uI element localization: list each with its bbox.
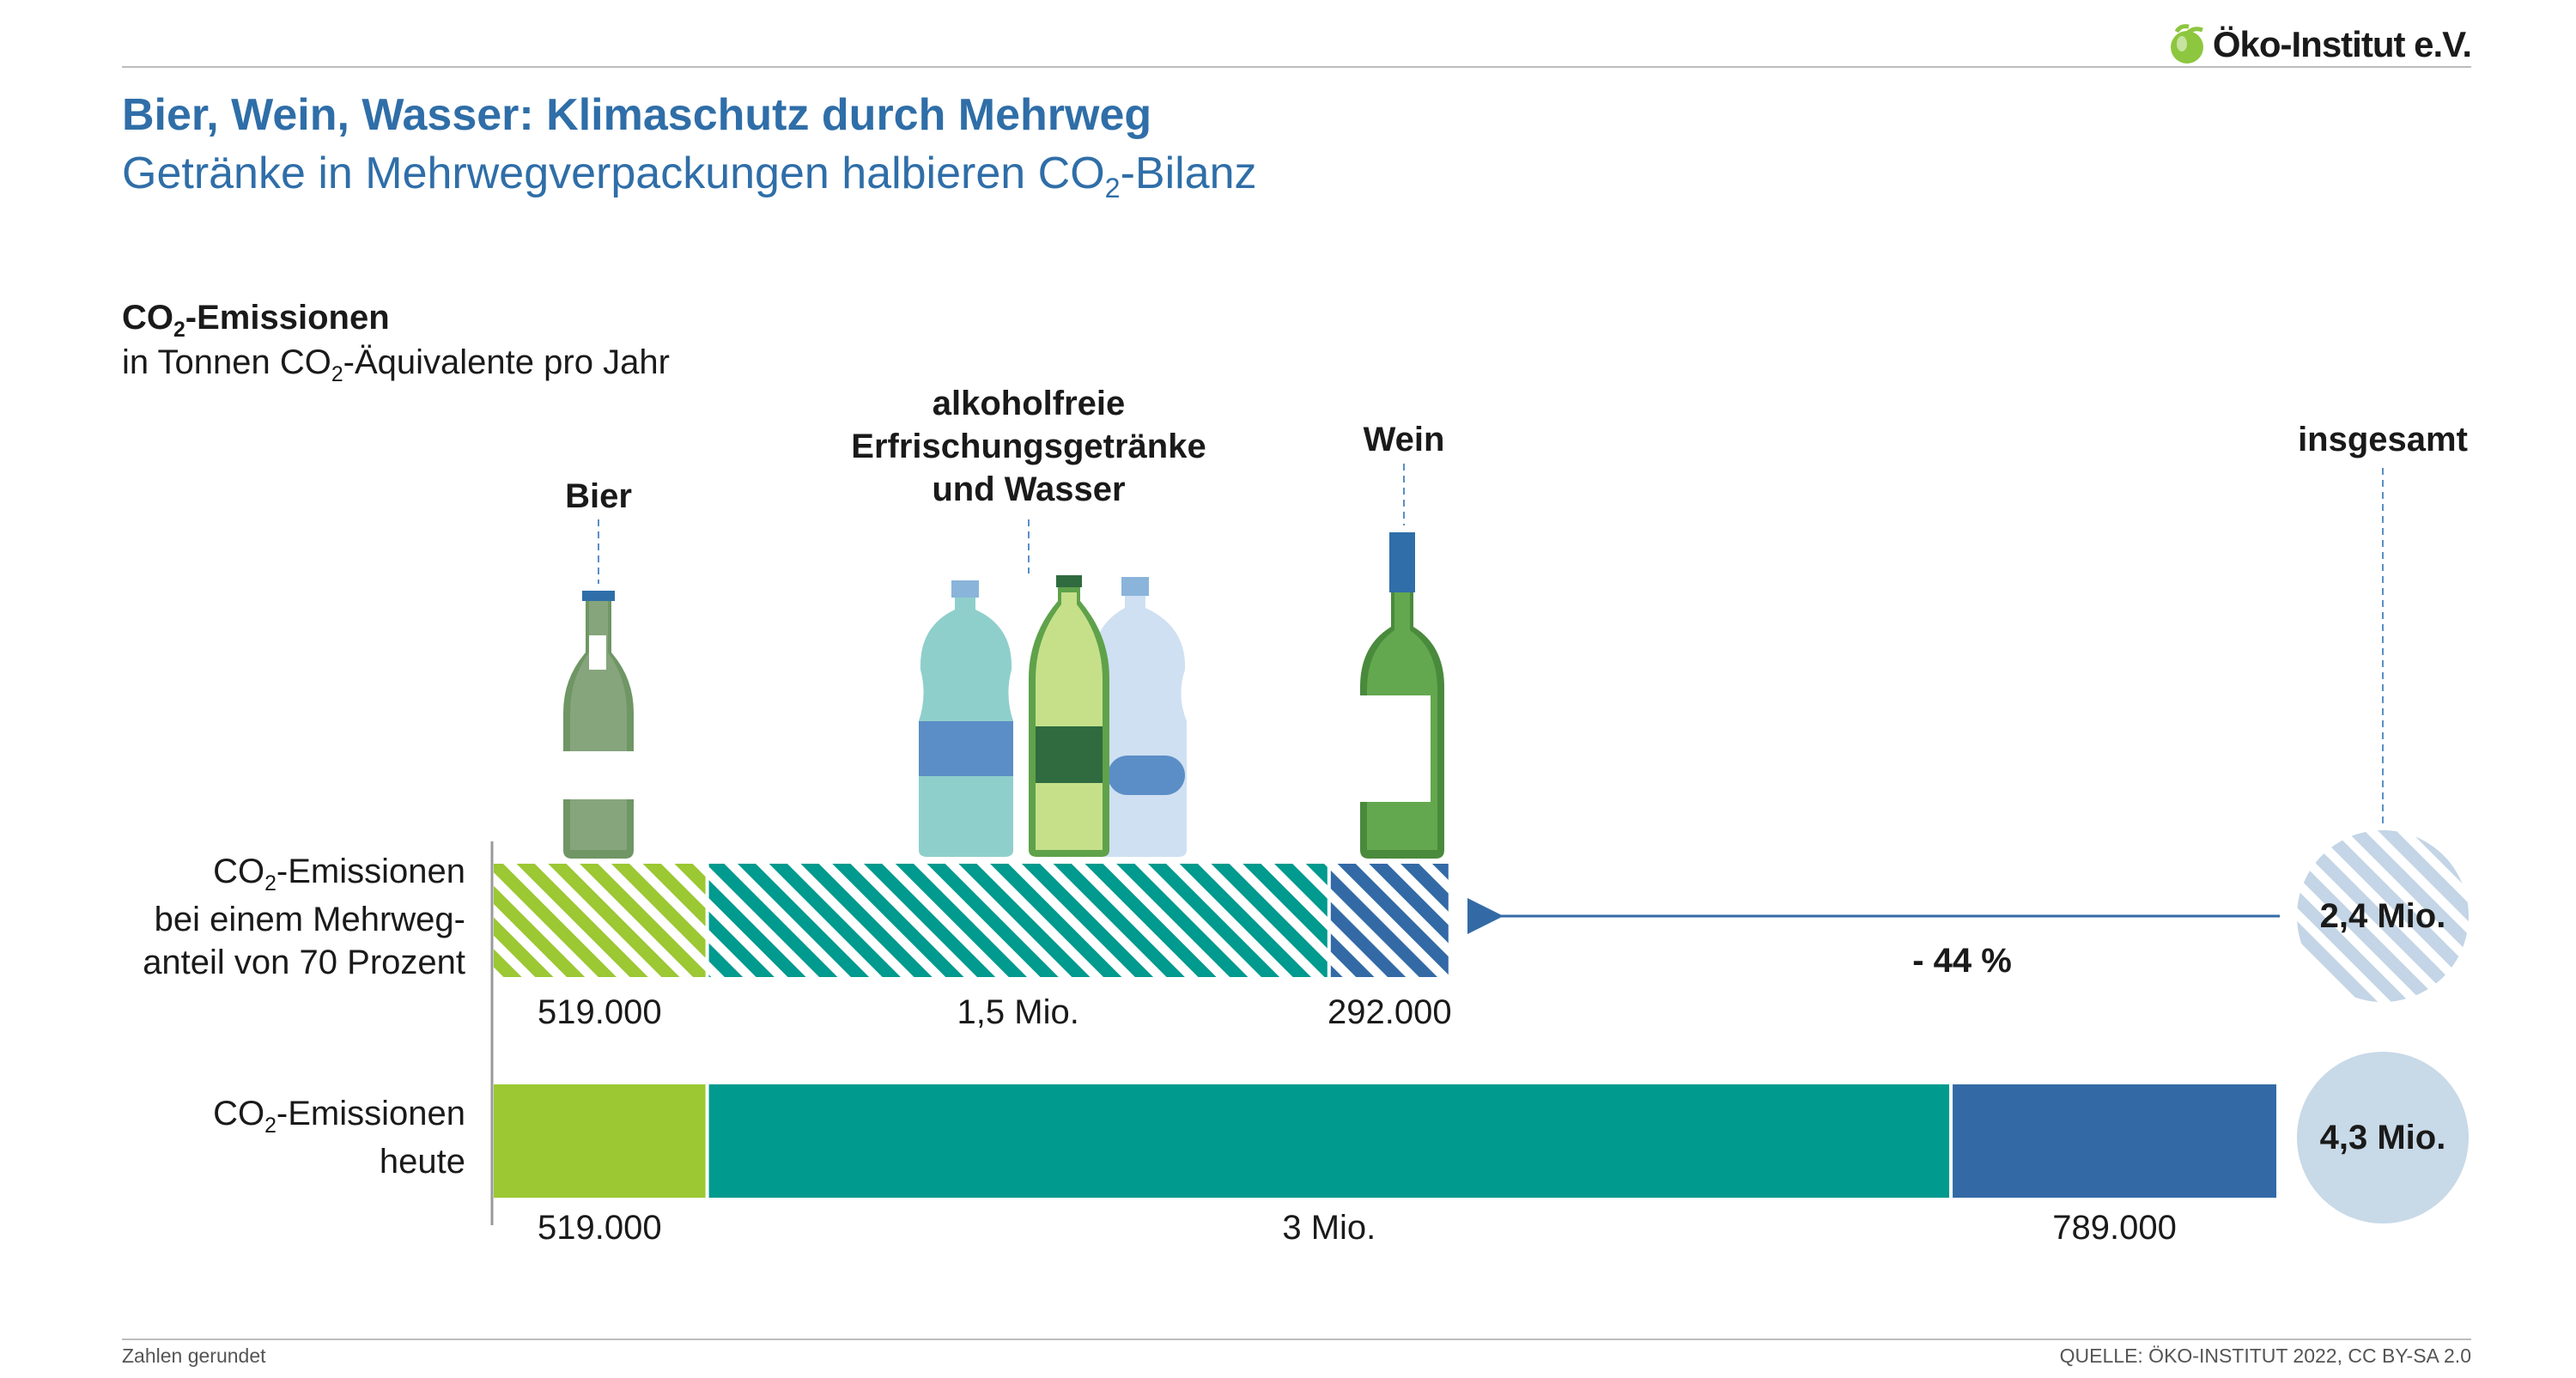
total-value-scenario: 2,4 Mio. — [2319, 897, 2446, 935]
brand-name: Öko-Institut e.V. — [2212, 24, 2472, 64]
bottom-rule — [122, 1339, 2471, 1340]
page-title: Bier, Wein, Wasser: Klimaschutz durch Me… — [122, 90, 1152, 140]
footer-source: QUELLE: ÖKO-INSTITUT 2022, CC BY-SA 2.0 — [2059, 1345, 2471, 1367]
bar-scenario-bier — [494, 864, 706, 977]
value-label-scenario-wasser: 1,5 Mio. — [957, 993, 1079, 1031]
bar-today-wasser — [708, 1084, 1950, 1198]
top-rule — [122, 66, 2471, 68]
bar-today-bier — [494, 1084, 706, 1198]
change-label: - 44 % — [1912, 942, 2012, 980]
value-label-today-wasser: 3 Mio. — [1282, 1209, 1376, 1247]
plastic-bottle-back-icon — [1091, 577, 1187, 857]
category-label-total: insgesamt — [2298, 421, 2468, 458]
beer-bottle-icon — [563, 591, 634, 859]
category-label-wein: Wein — [1363, 421, 1445, 458]
value-label-today-wein: 789.000 — [2052, 1209, 2177, 1247]
value-label-scenario-wein: 292.000 — [1327, 993, 1452, 1031]
footer-note: Zahlen gerundet — [122, 1345, 266, 1367]
row-label-today: CO2-Emissionen heute — [213, 1095, 465, 1181]
category-label-bier: Bier — [565, 477, 632, 515]
bar-today-wein — [1953, 1084, 2276, 1198]
plastic-water-bottle-icon — [919, 580, 1013, 857]
total-circle-scenario — [2297, 830, 2469, 1002]
page-subtitle: Getränke in Mehrwegverpackungen halbiere… — [122, 149, 1257, 204]
bar-scenario-wein — [1330, 864, 1449, 977]
category-label-wasser: alkoholfreie Erfrischungsgetränke und Wa… — [851, 385, 1206, 508]
wine-bottle-icon — [1360, 532, 1444, 859]
value-label-today-bier: 519.000 — [537, 1209, 662, 1247]
unit-description: in Tonnen CO2-Äquivalente pro Jahr — [122, 343, 670, 386]
total-circle-today — [2297, 1052, 2469, 1223]
value-label-scenario-bier: 519.000 — [537, 993, 662, 1031]
brand-logo: Öko-Institut e.V. — [2168, 19, 2472, 70]
row-label-scenario: CO2-Emissionen bei einem Mehrweg- anteil… — [143, 853, 465, 981]
leaf-logo-icon — [2170, 24, 2203, 64]
total-value-today: 4,3 Mio. — [2319, 1119, 2446, 1156]
unit-title: CO2-Emissionen — [122, 299, 390, 342]
glass-water-bottle-icon — [1029, 575, 1109, 857]
bar-scenario-wasser — [708, 864, 1327, 977]
